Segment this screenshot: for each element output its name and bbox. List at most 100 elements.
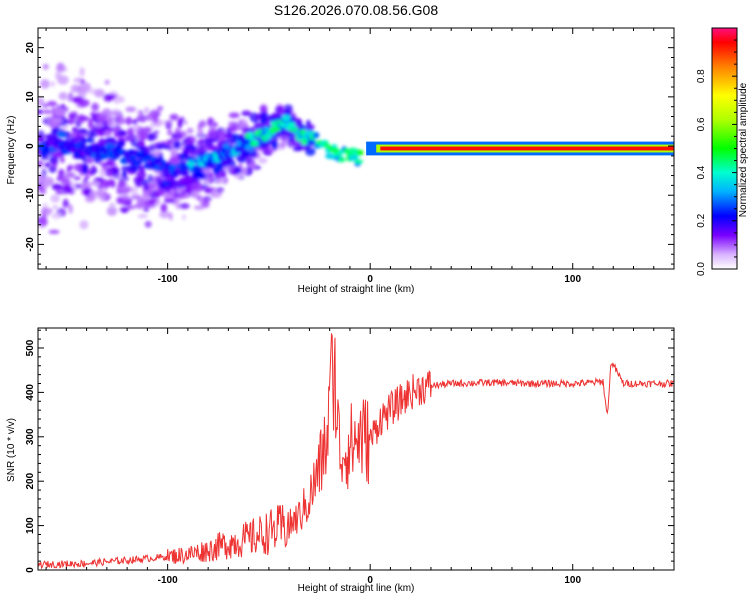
heatmap-cell bbox=[119, 175, 130, 183]
heatmap-cell bbox=[67, 97, 73, 102]
heatmap-cell bbox=[89, 181, 101, 186]
heatmap-cell bbox=[39, 187, 47, 195]
heatmap-cell bbox=[297, 118, 302, 123]
heatmap-cell bbox=[197, 128, 204, 136]
heatmap-cell bbox=[118, 181, 126, 188]
heatmap-cell bbox=[168, 212, 173, 221]
colorbar-tick-label: 0.2 bbox=[696, 213, 707, 227]
heatmap-cell bbox=[38, 109, 44, 115]
snr-x-axis-label: Height of straight line (km) bbox=[298, 583, 415, 594]
heatmap-cell bbox=[228, 112, 240, 119]
heatmap-cell bbox=[109, 178, 114, 184]
y-tick-label: 100 bbox=[25, 517, 36, 534]
heatmap-cell bbox=[134, 182, 142, 188]
heatmap-cell bbox=[193, 205, 205, 210]
heatmap-cell bbox=[91, 102, 100, 112]
heatmap-cell bbox=[54, 107, 67, 117]
y-tick-label: 0 bbox=[25, 143, 36, 149]
y-tick-label: -10 bbox=[25, 188, 36, 203]
heatmap-cell bbox=[73, 149, 81, 157]
heatmap-cell bbox=[199, 138, 204, 145]
heatmap-cell bbox=[159, 120, 166, 125]
heatmap-cell bbox=[57, 75, 69, 85]
heatmap-cell bbox=[175, 203, 182, 210]
heatmap-cell bbox=[146, 145, 154, 153]
y-tick-label: 0 bbox=[25, 567, 36, 573]
heatmap-cell bbox=[303, 130, 312, 136]
heatmap-cell bbox=[141, 192, 151, 201]
heatmap-cell bbox=[79, 82, 91, 92]
heatmap-cell bbox=[244, 144, 252, 150]
heatmap-cell bbox=[105, 94, 117, 99]
heatmap-cell bbox=[79, 220, 89, 230]
heatmap-cell bbox=[241, 150, 251, 157]
snr-tick-labels: -100 0 100 0 100 200 300 400 500 bbox=[25, 339, 582, 586]
heatmap-cell bbox=[334, 152, 343, 157]
heatmap-cell bbox=[193, 170, 205, 180]
heatmap-cell bbox=[51, 183, 63, 191]
heatmap-cell bbox=[205, 187, 214, 193]
spectrogram-frame bbox=[37, 27, 675, 270]
heatmap-cell bbox=[131, 123, 141, 133]
heatmap-cell bbox=[331, 144, 338, 149]
heatmap-cell bbox=[41, 176, 53, 183]
heatmap-cell bbox=[43, 134, 52, 139]
heatmap-cell bbox=[68, 113, 77, 120]
heatmap-cell bbox=[147, 133, 155, 142]
heatmap-cell bbox=[215, 179, 225, 185]
heatmap-cell bbox=[260, 142, 268, 149]
heatmap-cell bbox=[48, 229, 60, 234]
heatmap-cell bbox=[169, 179, 181, 189]
y-tick-label: 20 bbox=[25, 42, 36, 54]
heatmap-cell bbox=[38, 160, 44, 168]
heatmap-cell bbox=[57, 131, 67, 138]
colorbar-label: Normalized spectral amplitude bbox=[738, 82, 749, 217]
heatmap-cell bbox=[95, 190, 108, 197]
heatmap-cell bbox=[40, 79, 50, 89]
heatmap-cell bbox=[162, 176, 174, 182]
heatmap-cell bbox=[86, 158, 94, 164]
x-tick-label: 0 bbox=[367, 575, 373, 586]
spectrogram-y-axis-label: Frequency (Hz) bbox=[6, 116, 17, 185]
heatmap-cell bbox=[70, 132, 77, 138]
heatmap-cell bbox=[234, 146, 243, 151]
heatmap-cell bbox=[62, 198, 69, 207]
heatmap-cell bbox=[157, 105, 164, 112]
snr-series-line bbox=[38, 333, 674, 570]
heatmap-cell bbox=[160, 203, 168, 213]
heatmap-cell bbox=[212, 165, 221, 175]
heatmap-tone-band bbox=[366, 141, 674, 156]
heatmap-cell bbox=[116, 114, 124, 120]
spectrogram-heatmap bbox=[38, 62, 674, 234]
heatmap-cell bbox=[49, 81, 56, 88]
heatmap-cell bbox=[44, 162, 51, 168]
spectrogram-ticks bbox=[38, 27, 675, 269]
heatmap-cell bbox=[198, 120, 207, 128]
heatmap-blobs bbox=[38, 62, 364, 234]
x-tick-label: 100 bbox=[564, 575, 581, 586]
heatmap-cell bbox=[143, 126, 153, 133]
heatmap-cell bbox=[90, 164, 97, 174]
heatmap-cell bbox=[147, 174, 153, 181]
heatmap-cell bbox=[51, 106, 56, 117]
heatmap-cell bbox=[125, 116, 133, 126]
heatmap-cell bbox=[283, 104, 293, 111]
tone-band-core bbox=[380, 146, 674, 151]
heatmap-cell bbox=[106, 206, 118, 216]
chart-title: S126.2026.070.08.56.G08 bbox=[274, 2, 438, 18]
heatmap-cell bbox=[181, 214, 187, 221]
heatmap-cell bbox=[144, 106, 150, 114]
heatmap-cell bbox=[186, 127, 194, 134]
heatmap-cell bbox=[85, 151, 93, 158]
heatmap-cell bbox=[155, 189, 165, 196]
heatmap-cell bbox=[68, 118, 74, 125]
heatmap-cell bbox=[164, 120, 174, 125]
heatmap-cell bbox=[81, 165, 88, 175]
heatmap-cell bbox=[136, 145, 143, 151]
heatmap-cell bbox=[136, 199, 147, 210]
heatmap-cell bbox=[356, 149, 364, 156]
heatmap-cell bbox=[56, 62, 65, 72]
heatmap-cell bbox=[215, 130, 227, 141]
